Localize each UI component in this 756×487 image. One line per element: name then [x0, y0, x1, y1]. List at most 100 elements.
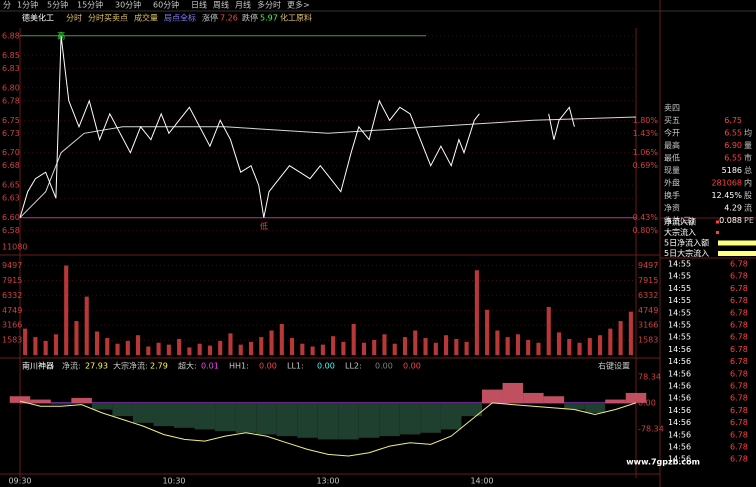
tick-time: 14:56	[668, 382, 691, 391]
info-limit-up-label: 涨停	[202, 13, 218, 23]
quote-label: 卖四	[664, 104, 680, 113]
volume-bar	[33, 337, 38, 355]
tick-price: 6.78	[730, 272, 748, 281]
tick-price: 6.78	[730, 430, 748, 439]
menu-item[interactable]: 月线	[235, 0, 251, 10]
menu-item[interactable]: 分	[3, 1, 11, 10]
menu-item[interactable]: 60分钟	[153, 0, 179, 10]
y-tick-label: 6.88	[2, 31, 20, 40]
tick-time: 14:55	[668, 333, 691, 342]
flow-bar	[174, 402, 195, 428]
menu-item[interactable]: 更多>	[287, 0, 310, 10]
volume-bar	[300, 343, 305, 355]
y-tick-label-right: 0.00	[638, 398, 656, 407]
volume-bar	[290, 338, 295, 355]
info-limit-down: 5.97	[260, 14, 278, 23]
volume-bar	[228, 333, 233, 355]
y-tick-label: 4749	[2, 306, 22, 315]
volume-bar	[372, 339, 377, 355]
volume-bar	[402, 337, 408, 355]
flow-bar	[71, 397, 92, 403]
flow-bar	[358, 402, 380, 438]
volume-bar	[382, 334, 387, 355]
quote-label: 外盘	[664, 178, 680, 188]
indicator-value: 27.93	[85, 362, 108, 371]
flow-bar	[132, 402, 154, 423]
info-limit-up: 7.26	[220, 14, 238, 23]
quote-value: 5186	[722, 166, 742, 175]
menu-item[interactable]: 周线	[213, 0, 229, 10]
tick-price: 6.78	[730, 418, 748, 427]
info-sector: 化工原料	[280, 13, 312, 23]
quote-unit: 总	[744, 165, 752, 175]
volume-bar	[618, 321, 623, 355]
volume-bar	[156, 342, 161, 355]
flow-bar	[9, 396, 31, 403]
flow-bar	[482, 389, 503, 403]
tick-time: 14:56	[668, 406, 691, 415]
quote-label: 买五	[664, 116, 680, 125]
quote-value: 12.45%	[711, 191, 742, 200]
flow-bar	[564, 402, 585, 410]
indicator-name: LL2:	[345, 362, 362, 371]
flow-label: 5日大宗流入	[664, 248, 709, 258]
indicator-value: 0.01	[201, 362, 219, 371]
quote-value: 6.55	[724, 154, 742, 163]
volume-bar	[485, 309, 490, 355]
y-tick-label: 6.83	[2, 64, 20, 73]
flow-bar	[256, 402, 277, 435]
indicator-name: 净流:	[62, 361, 81, 371]
volume-bar	[197, 343, 202, 355]
menu-item[interactable]: 5分钟	[47, 0, 68, 10]
flow-bar	[153, 402, 174, 427]
indicator-value: 0.00	[403, 362, 421, 371]
quote-unit: 量	[744, 141, 752, 150]
info-item[interactable]: 局点全标	[164, 13, 196, 23]
flow-bar	[420, 402, 441, 433]
menu-item[interactable]: 30分钟	[115, 0, 141, 10]
volume-bar	[351, 323, 356, 355]
volume-bar	[310, 346, 315, 355]
tick-price: 6.78	[730, 369, 748, 378]
quote-value: 6.90	[724, 141, 742, 150]
quote-value: 4.29	[724, 204, 742, 213]
high-marker: 高	[57, 30, 65, 40]
x-tick-label: 13:00	[316, 477, 339, 486]
volume-bar	[546, 306, 551, 355]
menu-item[interactable]: 日线	[191, 0, 207, 10]
settings-button[interactable]: 右键设置	[598, 361, 630, 371]
tick-price: 6.78	[730, 345, 748, 354]
volume-bar	[259, 337, 264, 355]
indicator-title: 南川神器	[22, 361, 54, 371]
volume-bar	[238, 344, 243, 355]
info-item[interactable]: 成交量	[134, 13, 158, 23]
y-tick-label: 6.78	[2, 96, 20, 105]
volume-bar	[74, 321, 79, 355]
menu-item[interactable]: 1分钟	[17, 0, 38, 10]
volume-bar	[248, 341, 254, 355]
tick-price: 6.78	[730, 455, 748, 464]
quote-unit: PE	[744, 216, 754, 225]
tick-time: 14:56	[668, 345, 691, 354]
flow-bar	[605, 399, 626, 403]
info-item[interactable]: 分时买卖点	[88, 13, 128, 23]
quote-label: 净资	[664, 203, 680, 213]
quote-label: 最高	[664, 140, 680, 150]
tick-time: 14:56	[668, 394, 691, 403]
indicator-name: 大宗净流:	[113, 361, 148, 371]
menu-item[interactable]: 15分钟	[77, 0, 103, 10]
x-tick-label: 14:00	[470, 477, 493, 486]
stock-name: 德美化工	[22, 13, 54, 23]
info-item[interactable]: 分时	[66, 13, 82, 23]
volume-bar	[505, 337, 510, 355]
y-tick-label: 6.70	[2, 148, 20, 157]
low-marker: 低	[260, 221, 268, 231]
flow-bar	[50, 402, 72, 405]
y-tick-label: 7915	[2, 276, 22, 285]
tick-price: 6.78	[730, 296, 748, 305]
indicator-value: 0.00	[375, 362, 393, 371]
flow-bar	[584, 402, 606, 413]
menu-item[interactable]: 多分时	[257, 0, 281, 10]
flow-bar	[317, 402, 339, 440]
